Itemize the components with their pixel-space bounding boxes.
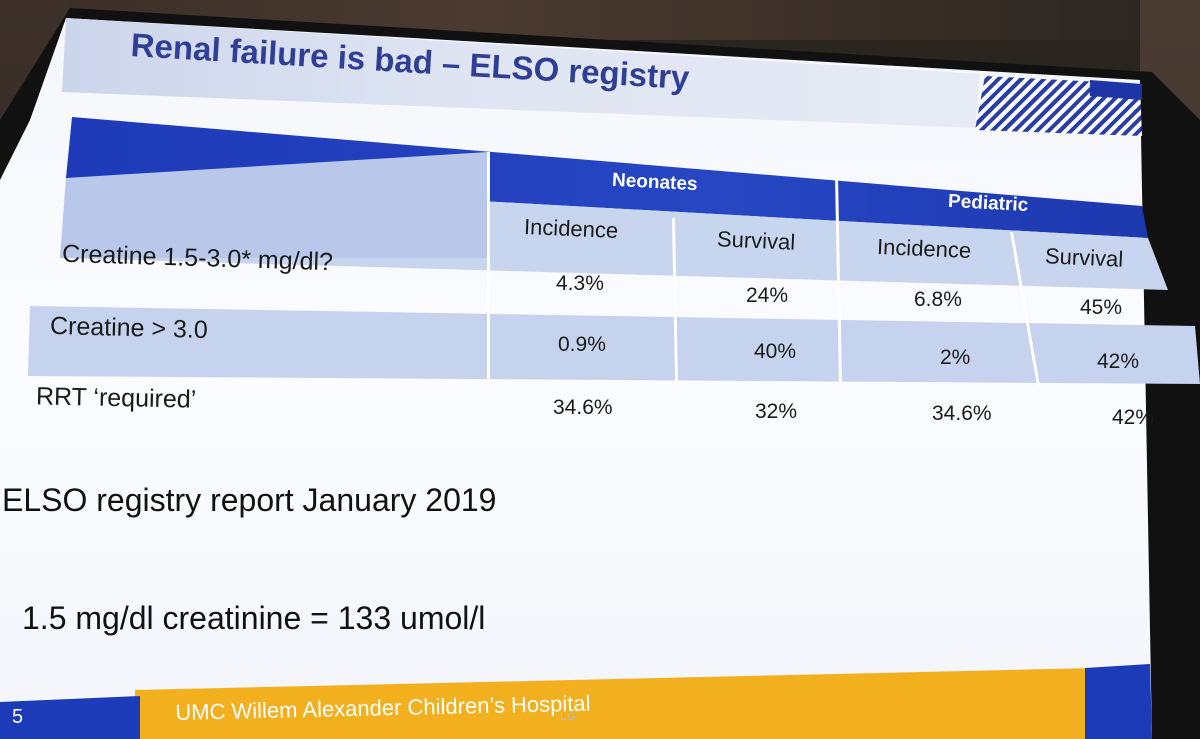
- cell-r2-pediatric-incidence: 2%: [940, 346, 971, 369]
- group-header-neonates: Neonates: [611, 169, 699, 196]
- cell-r1-pediatric-incidence: 6.8%: [914, 288, 962, 311]
- subheader-neonates-survival: Survival: [716, 226, 796, 255]
- cell-r2-neonates-incidence: 0.9%: [558, 333, 606, 356]
- conversion-note: 1.5 mg/dl creatinine = 133 umol/l: [22, 600, 486, 636]
- cell-r3-neonates-survival: 32%: [755, 400, 798, 423]
- source-note: ELSO registry report January 2019: [2, 482, 497, 518]
- cell-r2-pediatric-survival: 42%: [1097, 350, 1140, 373]
- row-label-creatine-gt-3: Creatine > 3.0: [49, 311, 209, 345]
- tv-brand-logo: LG: [560, 711, 577, 723]
- cell-r3-pediatric-incidence: 34.6%: [932, 402, 992, 425]
- cell-r1-neonates-survival: 24%: [746, 284, 789, 307]
- subheader-neonates-incidence: Incidence: [523, 213, 619, 244]
- cell-r3-neonates-incidence: 34.6%: [553, 396, 613, 419]
- cell-r1-neonates-incidence: 4.3%: [556, 272, 604, 295]
- cell-r1-pediatric-survival: 45%: [1080, 296, 1123, 319]
- subheader-pediatric-survival: Survival: [1044, 243, 1124, 272]
- row-label-rrt-required: RRT ‘required’: [35, 382, 197, 414]
- group-header-pediatric: Pediatric: [947, 190, 1029, 217]
- subheader-pediatric-incidence: Incidence: [876, 233, 972, 264]
- page-number: 5: [12, 706, 24, 728]
- cell-r3-pediatric-survival: 42%: [1112, 406, 1155, 429]
- cell-r2-neonates-survival: 40%: [754, 340, 797, 363]
